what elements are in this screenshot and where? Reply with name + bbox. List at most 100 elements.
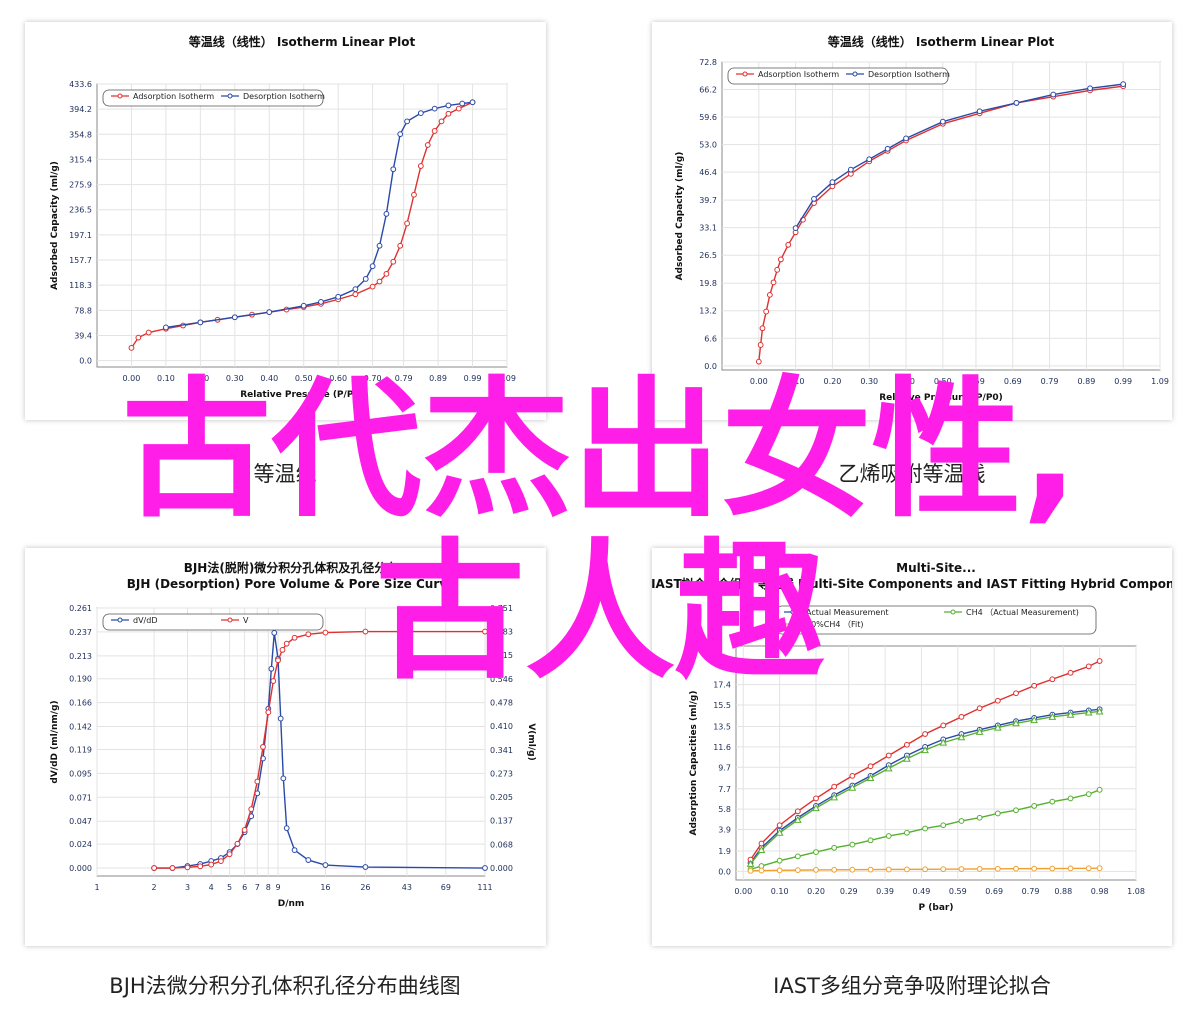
data-point — [922, 866, 928, 873]
y-right-tick-label: 0.205 — [490, 793, 513, 802]
x-tick-label: 0.30 — [226, 374, 244, 383]
data-point — [1085, 663, 1092, 670]
data-point — [459, 100, 466, 107]
data-point — [831, 844, 838, 851]
legend-marker — [227, 93, 233, 99]
data-point — [369, 263, 376, 270]
y-right-tick-label: 0.000 — [490, 864, 513, 873]
data-point — [248, 806, 255, 813]
y-tick-label: 394.2 — [69, 105, 92, 114]
data-point — [766, 291, 773, 298]
data-point — [283, 640, 290, 647]
data-point — [904, 741, 910, 748]
data-point — [994, 810, 1001, 817]
data-point — [163, 324, 169, 331]
data-point — [352, 291, 359, 298]
y-tick-label: 13.2 — [699, 307, 717, 316]
chart-panel-top-right: 等温线（线性） Isotherm Linear Plot 0.0 6.6 13.2 19… — [652, 22, 1172, 420]
x-tick-label: 2 — [152, 883, 157, 892]
y-tick-label: 0.213 — [69, 652, 92, 661]
x-tick-label: 6 — [242, 883, 247, 892]
data-point — [469, 99, 476, 106]
y-tick-label: 0.119 — [69, 745, 92, 754]
data-point — [1030, 716, 1039, 724]
x-tick-label: 43 — [402, 883, 412, 892]
legend-marker — [790, 621, 796, 627]
x-tick-label: 5 — [227, 883, 232, 892]
chart-panel-bottom-left: BJH法(脱附)微分积分孔体积及孔径分布 BJH (Desorption) Por… — [25, 548, 546, 946]
x-tick-label: 0.88 — [1054, 887, 1072, 896]
data-point — [197, 319, 204, 326]
data-point — [884, 145, 891, 152]
data-point — [976, 108, 983, 115]
data-point — [885, 833, 892, 839]
plot-area — [721, 61, 1161, 371]
data-point — [318, 299, 324, 305]
x-tick-label: 0.89 — [429, 374, 447, 383]
data-point — [411, 191, 417, 198]
y-right-tick-label: 0.410 — [490, 722, 513, 731]
data-point — [812, 804, 820, 812]
data-point — [904, 829, 910, 836]
data-point — [776, 867, 783, 874]
data-point — [431, 128, 438, 134]
y-right-tick-label: 0.546 — [490, 675, 513, 684]
y-tick-label: 6.6 — [704, 334, 717, 343]
y-tick-label: 0.142 — [69, 723, 92, 732]
data-point — [831, 866, 838, 873]
data-point — [397, 131, 404, 138]
y-tick-label: 0.071 — [69, 793, 92, 802]
data-point — [1095, 707, 1104, 715]
data-point — [1013, 690, 1019, 697]
x-axis-label: D/nm — [278, 899, 305, 909]
data-point — [277, 715, 284, 722]
legend-label: dV/dD — [133, 616, 157, 625]
data-point — [958, 713, 965, 720]
data-point — [1031, 803, 1038, 809]
x-tick-label: 9 — [275, 883, 280, 892]
y-right-tick-label: 0.615 — [490, 651, 513, 660]
data-point — [128, 344, 135, 351]
x-tick-label: 0.99 — [1114, 377, 1132, 386]
x-tick-label: 1 — [94, 883, 99, 892]
x-tick-label: 0.00 — [734, 887, 752, 896]
y-tick-label: 433.6 — [69, 80, 92, 89]
data-point — [482, 865, 488, 871]
y-tick-label: 59.6 — [699, 113, 717, 122]
y-right-tick-label: 0.273 — [490, 770, 513, 779]
legend-label: 10%CH4 （Fit) — [806, 620, 864, 629]
data-point — [813, 849, 819, 855]
isotherm-chart-right: 等温线（线性） Isotherm Linear Plot 0.0 6.6 13.2 19… — [675, 34, 1169, 403]
y-tick-label: 354.8 — [69, 130, 92, 139]
data-point — [1049, 798, 1056, 805]
y-tick-label: 0.024 — [69, 840, 92, 849]
y-tick-label: 118.3 — [69, 281, 92, 290]
data-point — [1049, 865, 1056, 872]
data-point — [747, 867, 754, 874]
data-point — [1067, 669, 1074, 676]
caption-bottom-right: IAST多组分竞争吸附理论拟合 — [773, 974, 1051, 998]
data-point — [867, 837, 874, 844]
data-point — [226, 851, 233, 858]
data-point — [758, 867, 765, 874]
x-tick-label: 8 — [266, 883, 271, 892]
data-point — [829, 179, 836, 186]
x-tick-label: 3 — [185, 883, 190, 892]
data-point — [1013, 807, 1019, 814]
data-point — [867, 763, 874, 770]
chart-panel-top-left: 等温线（线性） Isotherm Linear Plot 0.0 39.4 78.8 1… — [25, 22, 546, 420]
data-point — [993, 723, 1002, 731]
legend-label: Desorption Isotherm — [868, 70, 950, 79]
legend-box — [102, 613, 324, 631]
caption-bottom-left: BJH法微分积分孔体积孔径分布曲线图 — [109, 974, 461, 998]
x-axis-label: Relative Pressure (P/P0) — [240, 390, 364, 400]
data-point — [813, 867, 819, 873]
y-tick-label: 0.237 — [69, 628, 92, 637]
data-point — [957, 733, 966, 741]
data-point — [260, 743, 266, 750]
legend-marker — [117, 93, 123, 99]
data-point — [757, 342, 764, 348]
data-point — [904, 866, 910, 873]
data-point — [1013, 865, 1019, 872]
data-point — [362, 276, 369, 282]
